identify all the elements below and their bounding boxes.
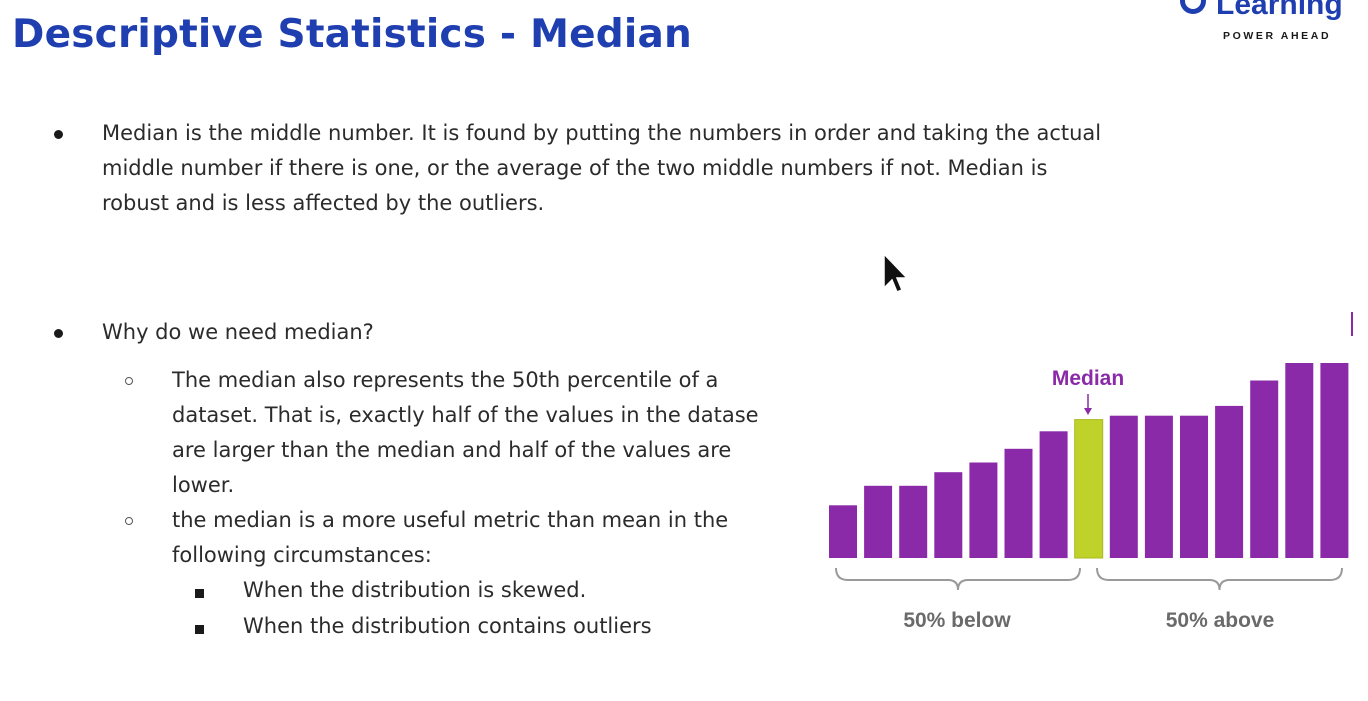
explanation-line: are larger than the median and half of t…: [172, 438, 732, 462]
explanation-line: following circumstances:: [172, 543, 432, 567]
bars-group: [829, 363, 1349, 559]
chart-bar: [1109, 415, 1138, 558]
below-half-label: 50% below: [903, 609, 1011, 632]
bullet-dot-icon: [54, 130, 63, 139]
sub-sub-bullet-square-icon: [195, 589, 204, 598]
logo-wordmark: Learning: [1216, 0, 1343, 21]
right-brace: [1096, 567, 1343, 591]
circumstance-skewed: When the distribution is skewed.: [243, 578, 587, 602]
logo-tagline: POWER AHEAD: [1223, 30, 1332, 42]
definition-line: Median is the middle number. It is found…: [102, 121, 1102, 145]
slide-title: Descriptive Statistics - Median: [12, 12, 692, 57]
chart-bar: [1144, 415, 1173, 558]
chart-bar: [1180, 415, 1208, 558]
explanation-line: dataset. That is, exactly half of the va…: [172, 403, 759, 427]
circumstance-outliers: When the distribution contains outliers: [243, 614, 652, 638]
sub-bullet-circle-icon: [125, 377, 133, 385]
chart-bar: [1285, 363, 1314, 558]
explanation-line: The median also represents the 50th perc…: [172, 368, 719, 392]
median-arrow-icon: [1084, 408, 1092, 415]
logo-ring-icon: [1180, 0, 1206, 14]
above-half-label: 50% above: [1166, 609, 1275, 632]
chart-bar: [934, 472, 963, 558]
bullet-dot-icon: [54, 329, 63, 338]
median-bar-chart: Median 50% below 50% above: [829, 363, 1349, 632]
percentile-explanation: The median also represents the 50th perc…: [172, 363, 802, 503]
chart-bar: [829, 505, 857, 558]
median-label: Median: [1052, 367, 1124, 390]
chart-bar: [1004, 448, 1033, 558]
slide-edge-mark: [1351, 312, 1353, 336]
chart-bar: [1320, 363, 1349, 558]
median-definition: Median is the middle number. It is found…: [102, 116, 1101, 221]
why-median-heading: Why do we need median?: [102, 320, 374, 344]
explanation-line: lower.: [172, 473, 235, 497]
chart-bar: [1039, 431, 1068, 559]
sub-sub-bullet-square-icon: [195, 625, 204, 634]
brand-logo: Learning POWER AHEAD: [1176, 0, 1356, 48]
definition-line: robust and is less affected by the outli…: [102, 191, 545, 215]
sub-bullet-circle-icon: [125, 517, 133, 525]
chart-bar: [1250, 380, 1279, 558]
chart-bar: [969, 462, 998, 558]
chart-bar: [864, 485, 893, 558]
usefulness-explanation: the median is a more useful metric than …: [172, 503, 728, 573]
mouse-pointer-icon: [883, 252, 908, 293]
median-bar: [1074, 419, 1104, 559]
chart-bar: [899, 485, 928, 558]
explanation-line: the median is a more useful metric than …: [172, 508, 729, 532]
chart-bar: [1215, 405, 1244, 558]
definition-line: middle number if there is one, or the av…: [102, 156, 1048, 180]
left-brace: [835, 567, 1081, 591]
